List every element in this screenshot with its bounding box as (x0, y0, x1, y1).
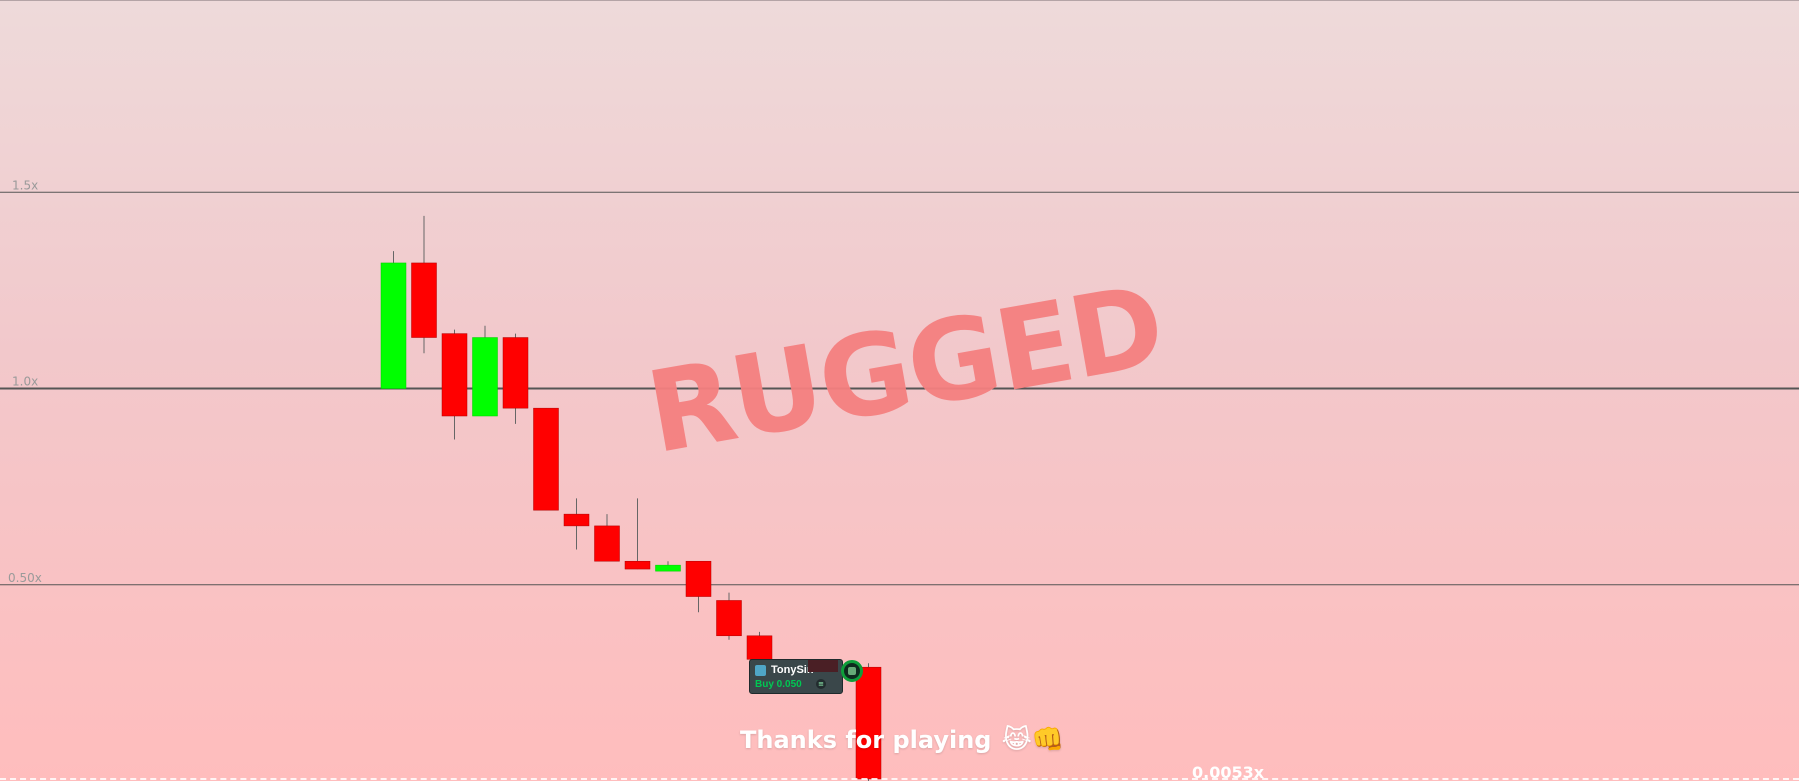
candle-body-up (655, 564, 681, 572)
candle-body-down (624, 560, 651, 570)
candle (502, 333, 529, 424)
grid-layer: 1.5x 1.0x 0.50x (0, 178, 1799, 586)
candle-body-down (746, 635, 773, 660)
y-tick-label: 0.50x (8, 571, 42, 585)
candle-layer (380, 215, 882, 781)
thanks-message: Thanks for playing 😹👊 (740, 722, 1080, 758)
candle (411, 215, 437, 354)
candle (655, 561, 681, 572)
candle-body-down (685, 560, 712, 597)
candle-body-down (594, 525, 620, 562)
baseline-dashed-line (0, 778, 1799, 780)
candle (624, 498, 651, 570)
candle (716, 592, 742, 640)
coin-icon: ≡ (816, 679, 826, 689)
candle (472, 325, 498, 417)
candle-body-down (716, 600, 742, 637)
candle (685, 560, 712, 613)
candle (380, 251, 407, 389)
candle-body-down (502, 337, 529, 409)
thanks-text: Thanks for playing (740, 726, 992, 754)
user-avatar (755, 664, 766, 676)
candle-body-down (533, 407, 559, 511)
candle-body-down (563, 513, 590, 527)
trade-username: TonySin (771, 664, 814, 676)
candle (563, 498, 590, 550)
current-multiplier-label: 0.0053x (1192, 763, 1265, 781)
y-tick-label: 1.0x (12, 375, 38, 389)
candle-body-down (411, 262, 437, 338)
trade-action: Buy 0.050 (755, 678, 802, 690)
candle-body-up (472, 337, 498, 417)
price-marker-icon (841, 660, 863, 682)
marker-coin-icon (848, 667, 856, 675)
y-tick-label: 1.5x (12, 178, 38, 192)
candle-body-up (380, 262, 407, 389)
trade-notification[interactable]: TonySin Buy 0.050 ≡ (749, 659, 843, 694)
candle (855, 663, 882, 781)
tag-highlight (808, 660, 838, 672)
candle (594, 514, 620, 562)
candle (441, 329, 468, 440)
laughing-cat-fist-icon: 😹👊 (1001, 725, 1065, 755)
candle-body-down (855, 666, 882, 780)
top-border-line (0, 0, 1799, 1)
candle (533, 407, 559, 511)
candle-body-down (441, 333, 468, 417)
